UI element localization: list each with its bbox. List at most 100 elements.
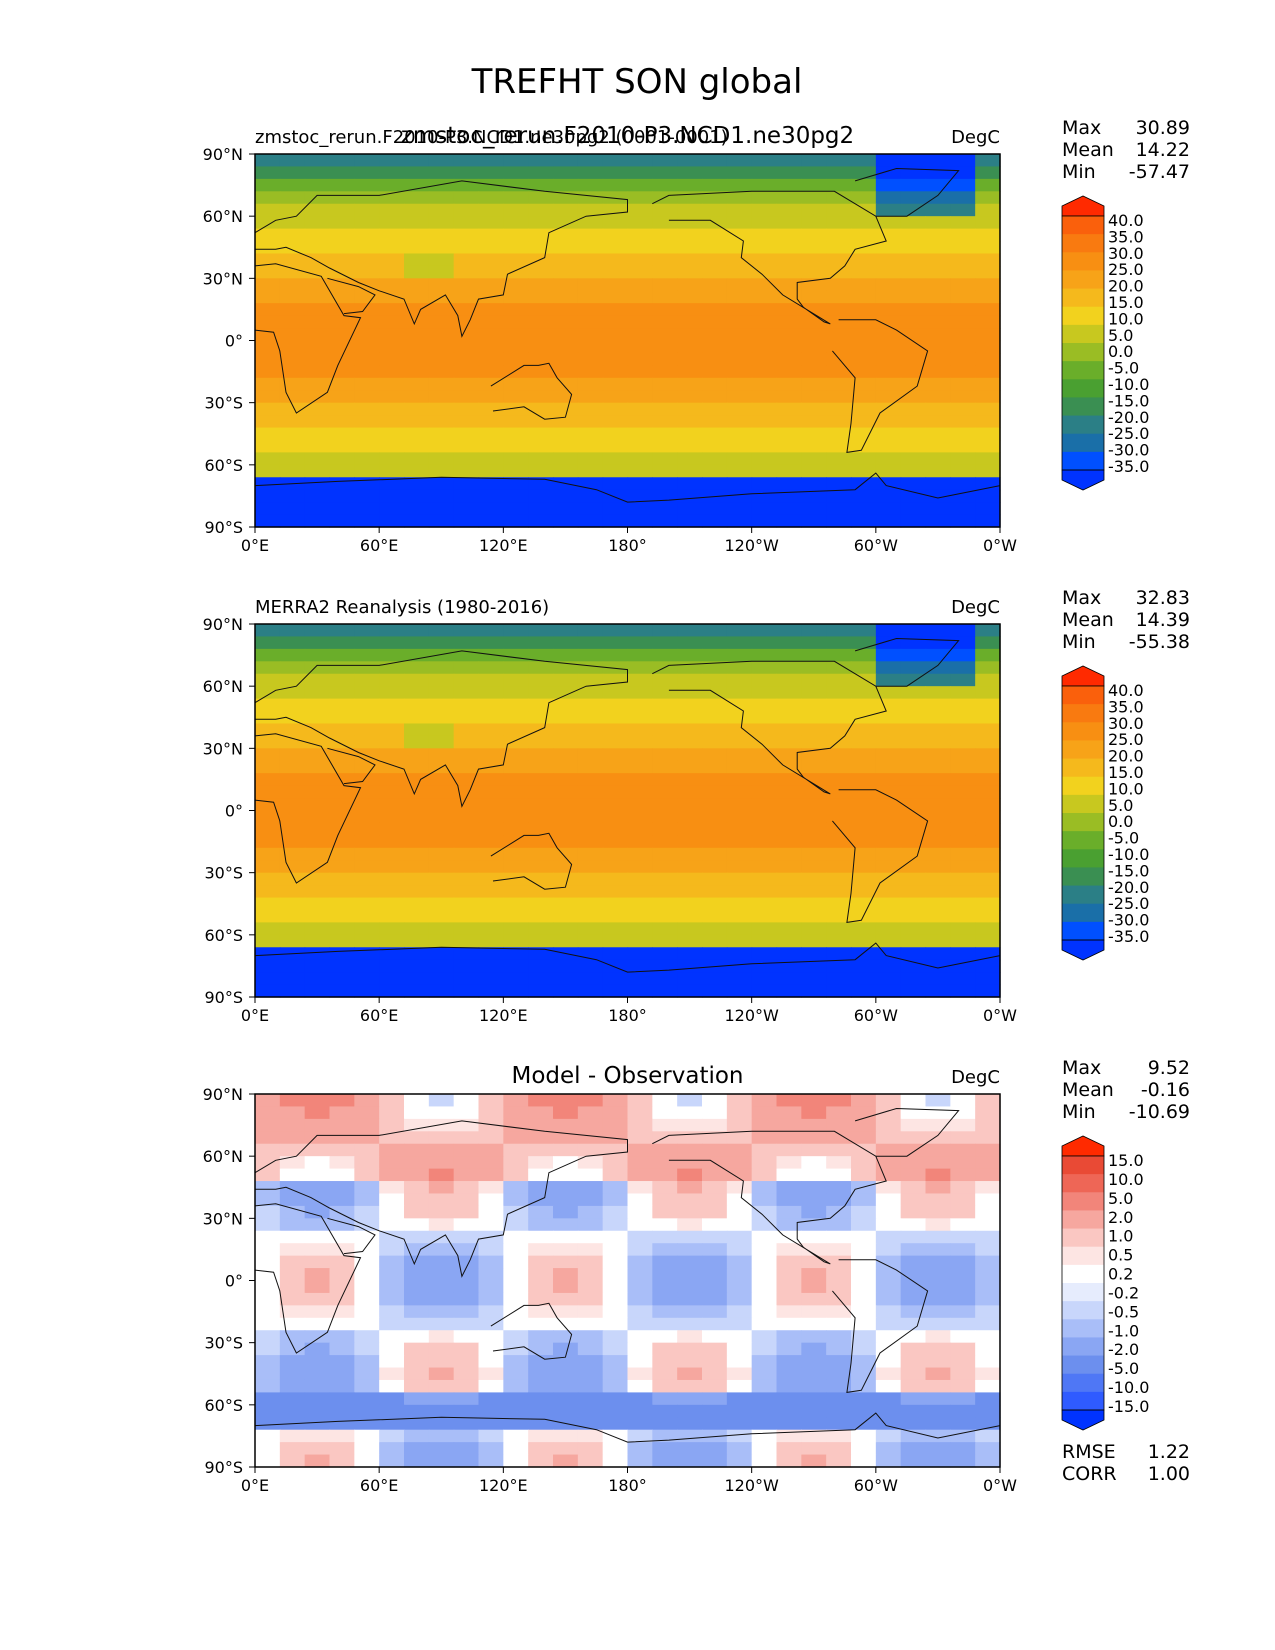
map-cell xyxy=(751,427,778,441)
map-cell xyxy=(900,1168,927,1182)
map-cell xyxy=(950,636,976,650)
map-cell xyxy=(801,166,827,180)
map-cell xyxy=(602,947,629,961)
map-cell xyxy=(255,984,281,998)
map-cell xyxy=(354,909,380,923)
map-cell xyxy=(553,934,579,948)
map-cell xyxy=(553,439,579,453)
colorbar-label: -20.0 xyxy=(1108,878,1149,897)
map-cell xyxy=(428,216,455,230)
map-cell xyxy=(503,1230,529,1244)
map-cell xyxy=(702,290,728,304)
map-cell xyxy=(826,847,852,861)
colorbar-segment xyxy=(1062,1373,1104,1393)
map-cell xyxy=(428,415,455,429)
map-cell xyxy=(851,760,877,774)
map-cell xyxy=(528,1417,554,1431)
map-cell xyxy=(726,166,753,180)
map-cell xyxy=(751,390,778,404)
map-cell xyxy=(528,241,554,255)
map-cell xyxy=(553,352,579,366)
map-cell xyxy=(726,648,753,662)
map-cell xyxy=(255,377,281,391)
map-cell xyxy=(379,477,405,491)
map-cell xyxy=(950,909,976,923)
map-cell xyxy=(950,489,976,503)
colorbar-label: 2.0 xyxy=(1108,1208,1133,1227)
map-cell xyxy=(702,748,728,762)
colorbar-segment xyxy=(1062,306,1104,326)
map-cell xyxy=(329,1367,355,1381)
map-cell xyxy=(900,1255,927,1269)
map-cell xyxy=(577,228,604,242)
map-cell xyxy=(677,624,703,638)
map-cell xyxy=(379,502,405,516)
map-cell xyxy=(304,1417,331,1431)
map-cell xyxy=(553,278,579,292)
map-cell xyxy=(627,1379,653,1393)
map-cell xyxy=(453,959,480,973)
map-cell xyxy=(404,773,430,787)
map-cell xyxy=(478,835,504,849)
map-cell xyxy=(354,1280,380,1294)
map-cell xyxy=(577,636,604,650)
map-cell xyxy=(255,1268,281,1282)
colorbar-segment xyxy=(1062,1337,1104,1357)
map-cell xyxy=(677,489,703,503)
map-cell xyxy=(801,810,827,824)
map-cell xyxy=(602,636,629,650)
map-cell xyxy=(553,735,579,749)
map-cell xyxy=(478,203,504,217)
map-cell xyxy=(776,1255,802,1269)
map-cell xyxy=(826,1417,852,1431)
map-cell xyxy=(950,303,976,317)
map-cell xyxy=(652,760,678,774)
map-cell xyxy=(726,1305,753,1319)
map-cell xyxy=(255,328,281,342)
map-cell xyxy=(975,1355,1001,1369)
map-cell xyxy=(950,439,976,453)
map-cell xyxy=(726,723,753,737)
map-cell xyxy=(279,278,306,292)
map-cell xyxy=(577,514,604,528)
map-cell xyxy=(304,427,331,441)
map-cell xyxy=(726,203,753,217)
map-cell xyxy=(776,810,802,824)
map-cell xyxy=(900,897,927,911)
map-cell xyxy=(354,303,380,317)
map-cell xyxy=(329,415,355,429)
map-cell xyxy=(279,735,306,749)
map-cell xyxy=(875,253,902,267)
map-cell xyxy=(354,835,380,849)
map-cell xyxy=(751,947,778,961)
map-cell xyxy=(503,847,529,861)
map-cell xyxy=(677,1168,703,1182)
map-cell xyxy=(404,464,430,478)
map-cell xyxy=(627,1243,653,1257)
map-cell xyxy=(379,203,405,217)
map-cell xyxy=(776,673,802,687)
map-cell xyxy=(702,885,728,899)
map-cell xyxy=(726,698,753,712)
map-cell xyxy=(528,178,554,192)
map-cell xyxy=(329,909,355,923)
map-cell xyxy=(404,439,430,453)
map-cell xyxy=(751,352,778,366)
map-cell xyxy=(478,872,504,886)
map-cell xyxy=(503,1355,529,1369)
map-cell xyxy=(428,648,455,662)
map-cell xyxy=(751,1404,778,1418)
map-cell xyxy=(925,897,951,911)
map-cell xyxy=(279,698,306,712)
map-cell xyxy=(453,934,480,948)
map-cell xyxy=(627,489,653,503)
map-cell xyxy=(950,1230,976,1244)
map-cell xyxy=(801,872,827,886)
coastline-5 xyxy=(832,319,929,453)
map-cell xyxy=(900,1218,927,1232)
map-cell xyxy=(726,822,753,836)
map-cell xyxy=(329,166,355,180)
map-cell xyxy=(354,673,380,687)
map-cell xyxy=(577,191,604,205)
map-cell xyxy=(304,897,331,911)
